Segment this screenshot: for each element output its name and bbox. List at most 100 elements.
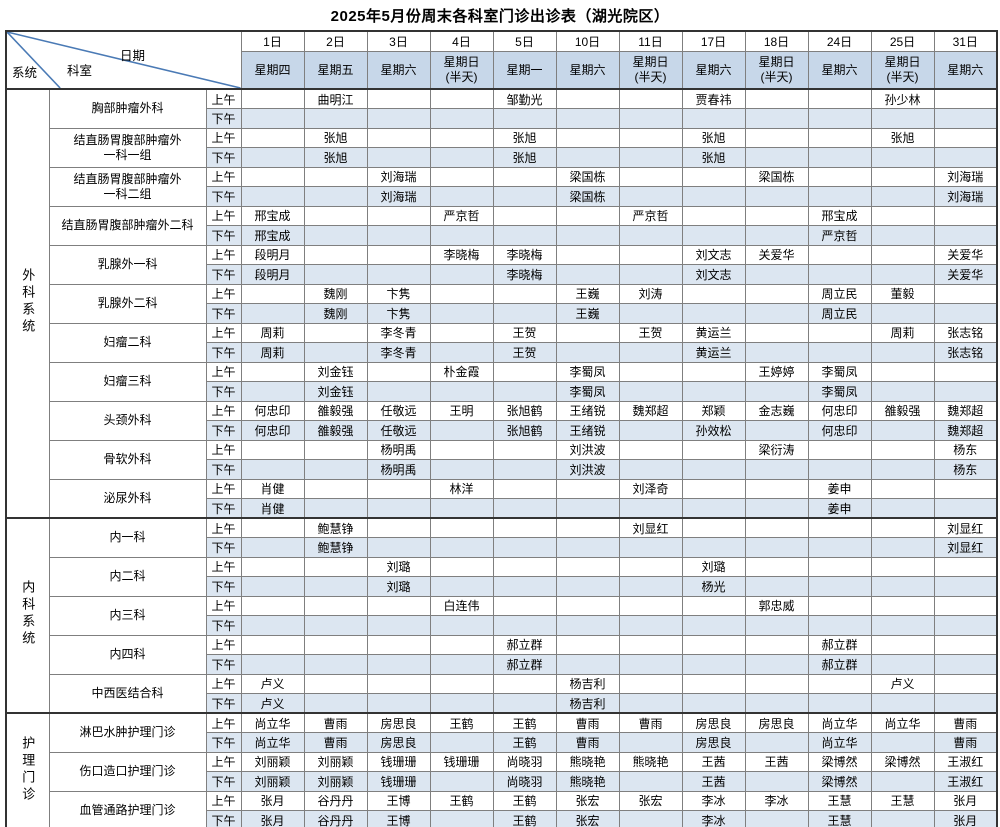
schedule-cell xyxy=(744,127,809,148)
schedule-cell: 李冰 xyxy=(681,810,746,827)
schedule-row-am: 伤口造口护理门诊 上午 刘丽颖 刘丽颖 钱珊珊 钱珊珊 尚晓羽 熊晓艳 熊晓艳 王茜 王茜 梁博然 梁博… xyxy=(6,751,998,792)
schedule-cell xyxy=(240,634,305,655)
schedule-cell: 张月 xyxy=(933,810,998,827)
period-label-am: 上午 xyxy=(205,127,242,148)
period-label-am: 上午 xyxy=(205,712,242,733)
schedule-cell: 周莉 xyxy=(240,342,305,363)
schedule-cell xyxy=(681,108,746,129)
schedule-cell xyxy=(744,654,809,675)
schedule-cell: 关爱华 xyxy=(744,244,809,265)
schedule-cell xyxy=(933,88,998,109)
schedule-cell xyxy=(933,615,998,636)
schedule-cell xyxy=(492,459,557,480)
corner-system-label: 系统 xyxy=(12,66,38,80)
schedule-cell: 姜申 xyxy=(807,478,872,499)
schedule-cell xyxy=(681,537,746,558)
schedule-cell xyxy=(618,342,683,363)
schedule-cell: 何忠印 xyxy=(807,420,872,441)
schedule-cell xyxy=(555,654,620,675)
schedule-cell: 刘海瑞 xyxy=(933,186,998,207)
schedule-cell xyxy=(303,634,368,655)
schedule-cell xyxy=(807,595,872,616)
weekday-header: 星期六 xyxy=(933,50,998,90)
schedule-cell xyxy=(618,225,683,246)
schedule-cell: 郝立群 xyxy=(492,634,557,655)
schedule-cell xyxy=(555,205,620,226)
schedule-cell xyxy=(744,576,809,597)
corner-date-label: 日期 xyxy=(120,49,146,63)
schedule-cell xyxy=(492,361,557,382)
schedule-row-am: 乳腺外二科 上午 魏刚 卞隽 王巍 刘涛 周立民 董毅 xyxy=(6,283,998,324)
schedule-cell xyxy=(429,439,494,460)
schedule-cell xyxy=(618,673,683,694)
schedule-cell: 鲍慧铮 xyxy=(303,517,368,538)
schedule-cell xyxy=(240,439,305,460)
group-label-text: 护理门诊 xyxy=(20,736,36,804)
schedule-cell: 尚晓羽 xyxy=(492,771,557,792)
schedule-cell xyxy=(240,595,305,616)
schedule-cell: 任敬远 xyxy=(366,420,431,441)
schedule-cell xyxy=(555,322,620,343)
schedule-cell: 张旭 xyxy=(681,127,746,148)
schedule-cell: 钱珊珊 xyxy=(366,771,431,792)
schedule-cell: 张月 xyxy=(240,810,305,827)
schedule-row-pm: 下午 郝立群 郝立群 xyxy=(6,654,998,675)
schedule-cell xyxy=(555,342,620,363)
schedule-cell xyxy=(933,127,998,148)
schedule-cell xyxy=(492,381,557,402)
schedule-cell xyxy=(933,205,998,226)
schedule-cell xyxy=(807,693,872,714)
schedule-cell: 房思良 xyxy=(681,732,746,753)
weekday-header: 星期六 xyxy=(681,50,746,90)
schedule-cell xyxy=(618,537,683,558)
schedule-cell: 关爱华 xyxy=(933,244,998,265)
schedule-cell: 张旭 xyxy=(303,147,368,168)
schedule-cell xyxy=(429,186,494,207)
schedule-cell xyxy=(492,537,557,558)
schedule-cell xyxy=(681,498,746,519)
schedule-cell xyxy=(681,225,746,246)
schedule-row-pm: 下午 杨明禹 刘洪波 杨东 xyxy=(6,459,998,480)
period-label-pm: 下午 xyxy=(205,225,242,246)
schedule-cell xyxy=(681,205,746,226)
schedule-cell xyxy=(870,225,935,246)
schedule-cell xyxy=(555,498,620,519)
schedule-row-am: 泌尿外科 上午 肖健 林洋 刘泽奇 姜申 xyxy=(6,478,998,519)
schedule-cell xyxy=(429,771,494,792)
schedule-cell xyxy=(744,498,809,519)
schedule-cell: 张旭 xyxy=(492,127,557,148)
schedule-cell: 梁国栋 xyxy=(555,186,620,207)
schedule-cell: 董毅 xyxy=(870,283,935,304)
group-label-text: 外科系统 xyxy=(20,268,36,336)
period-label-pm: 下午 xyxy=(205,186,242,207)
schedule-cell: 张月 xyxy=(933,790,998,811)
schedule-cell: 曹雨 xyxy=(555,732,620,753)
schedule-cell: 梁博然 xyxy=(807,771,872,792)
schedule-cell xyxy=(429,654,494,675)
schedule-cell xyxy=(807,264,872,285)
schedule-row-pm: 下午 张旭 张旭 张旭 xyxy=(6,147,998,168)
schedule-cell: 张宏 xyxy=(555,810,620,827)
schedule-cell: 王婷婷 xyxy=(744,361,809,382)
schedule-cell: 邹勤光 xyxy=(492,88,557,109)
schedule-cell xyxy=(429,88,494,109)
schedule-cell xyxy=(492,478,557,499)
department-name: 淋巴水肿护理门诊 xyxy=(48,712,207,753)
schedule-cell xyxy=(303,205,368,226)
schedule-cell: 王博 xyxy=(366,810,431,827)
schedule-cell xyxy=(429,303,494,324)
date-header: 4日 xyxy=(429,30,494,52)
schedule-cell: 何忠印 xyxy=(807,400,872,421)
schedule-cell xyxy=(240,283,305,304)
schedule-cell xyxy=(240,361,305,382)
period-label-pm: 下午 xyxy=(205,771,242,792)
schedule-cell xyxy=(681,478,746,499)
schedule-row-am: 结直肠胃腹部肿瘤外二科 上午 邢宝成 严京哲 严京哲 邢宝成 xyxy=(6,205,998,246)
schedule-cell: 魏郑超 xyxy=(618,400,683,421)
schedule-cell xyxy=(807,147,872,168)
schedule-cell: 熊晓艳 xyxy=(618,751,683,772)
schedule-cell: 李晓梅 xyxy=(492,264,557,285)
schedule-cell: 刘洪波 xyxy=(555,439,620,460)
schedule-cell xyxy=(744,342,809,363)
schedule-cell xyxy=(366,361,431,382)
